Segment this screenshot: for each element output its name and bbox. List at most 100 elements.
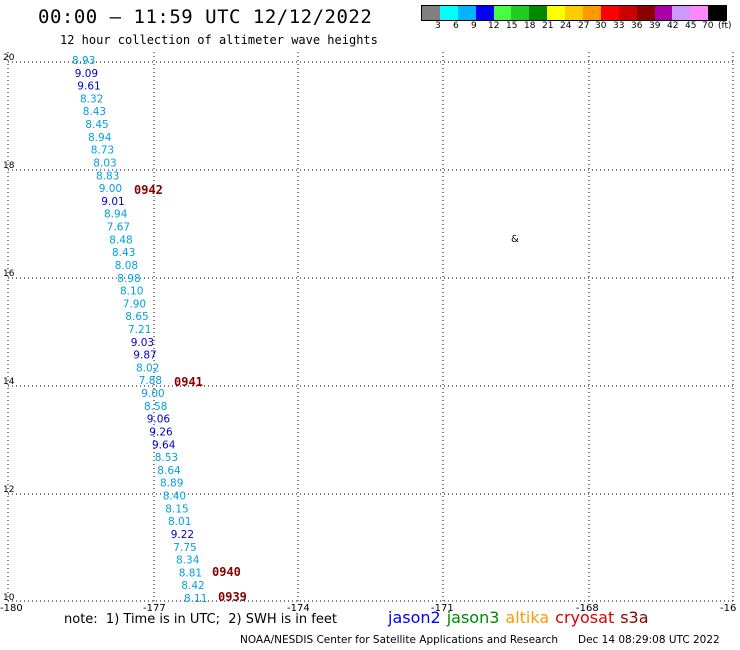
satellite-name: jason2 <box>388 608 441 627</box>
wave-height-value: 9.26 <box>149 427 173 439</box>
wave-height-value: 8.34 <box>176 555 200 567</box>
legend-swatch <box>565 6 584 20</box>
wave-height-value: 8.73 <box>91 145 114 157</box>
pass-time-label: 0942 <box>134 183 163 197</box>
legend-label: 12 <box>488 21 500 31</box>
y-tick-label: 12 <box>3 485 14 495</box>
wave-height-value: 8.48 <box>109 234 132 246</box>
satellite-legend: jason2 jason3 altika cryosat s3a <box>388 608 655 627</box>
wave-height-value: 8.02 <box>136 362 159 374</box>
legend-label: 39 <box>649 21 661 31</box>
legend-swatch <box>583 6 601 20</box>
legend-label: 6 <box>453 21 459 31</box>
wave-height-value: 8.43 <box>112 247 135 259</box>
wave-height-value: 7.88 <box>139 375 162 387</box>
legend-swatch <box>493 6 512 20</box>
pass-time-labels: 0942 0941 0940 0939 <box>134 183 247 604</box>
wave-height-value: 8.32 <box>80 93 103 105</box>
wave-height-value: 8.81 <box>179 567 202 579</box>
wave-height-value: 8.43 <box>83 106 106 118</box>
legend-swatch <box>529 6 548 20</box>
legend-swatch <box>439 6 458 20</box>
legend-swatch <box>511 6 530 20</box>
credit-text: NOAA/NESDIS Center for Satellite Applica… <box>240 634 558 646</box>
legend-label: 30 <box>595 21 607 31</box>
legend-swatch <box>547 6 566 20</box>
wave-height-value: 8.15 <box>165 503 188 515</box>
pass-time-label: 0940 <box>212 565 241 579</box>
legend-label: (ft) <box>718 21 732 31</box>
x-tick-label: -174 <box>287 603 310 614</box>
wave-height-value: 9.64 <box>152 439 176 451</box>
wave-height-value: 8.65 <box>125 311 148 323</box>
legend-label: 21 <box>542 21 554 31</box>
wave-height-value: 7.90 <box>123 298 146 310</box>
legend-swatch <box>654 6 673 20</box>
wave-height-value: 8.53 <box>155 452 178 464</box>
wave-height-color-legend <box>421 5 728 21</box>
wave-height-value: 8.58 <box>144 401 167 413</box>
measurement-points: 8.939.099.618.328.438.458.948.738.038.83… <box>72 55 207 605</box>
wave-height-value: 9.00 <box>99 183 122 195</box>
legend-swatch <box>618 6 637 20</box>
wave-height-value: 9.87 <box>133 350 156 362</box>
wave-height-value: 8.45 <box>85 119 108 131</box>
y-tick-label: 20 <box>3 53 15 63</box>
wave-height-value: 7.21 <box>128 324 151 336</box>
legend-label: 27 <box>578 21 590 31</box>
wave-height-value: 9.09 <box>75 68 98 80</box>
satellite-name: cryosat <box>555 608 615 627</box>
y-tick-label: 16 <box>3 269 15 279</box>
footer-note: note: 1) Time is in UTC; 2) SWH is in fe… <box>64 612 337 627</box>
wave-height-value: 7.75 <box>173 542 196 554</box>
wave-height-value: 8.03 <box>93 158 116 170</box>
wave-height-value: 9.61 <box>77 81 100 93</box>
legend-label: 24 <box>560 21 572 31</box>
wave-height-value: 8.83 <box>96 170 119 182</box>
wave-height-value: 8.10 <box>120 286 143 298</box>
axis-labels: -180 -177 -174 -171 -168 -16 20 18 16 14 12 10 <box>0 53 736 614</box>
island-marker: & <box>511 234 519 245</box>
pass-time-label: 0941 <box>174 375 203 389</box>
wave-height-value: 8.94 <box>104 209 128 221</box>
legend-label: 3 <box>435 21 441 31</box>
map-grid <box>7 52 734 602</box>
wave-height-value: 8.89 <box>160 478 183 490</box>
wave-height-value: 8.11 <box>184 593 207 605</box>
legend-label: 36 <box>631 21 643 31</box>
x-tick-label: -168 <box>576 603 599 614</box>
x-tick-label: -180 <box>0 603 23 614</box>
wave-height-value: 9.22 <box>171 529 194 541</box>
legend-swatch <box>690 6 709 20</box>
legend-label: 15 <box>506 21 518 31</box>
legend-swatch <box>672 6 691 20</box>
legend-label: 9 <box>471 21 477 31</box>
y-tick-label: 10 <box>3 593 15 603</box>
wave-height-value: 8.64 <box>157 465 181 477</box>
wave-height-value: 8.93 <box>72 55 95 67</box>
legend-swatch <box>636 6 655 20</box>
y-tick-label: 18 <box>3 161 15 171</box>
wave-height-value: 8.94 <box>88 132 112 144</box>
wave-height-value: 7.67 <box>107 222 130 234</box>
legend-label: 45 <box>685 21 697 31</box>
x-tick-label: -177 <box>143 603 166 614</box>
wave-height-value: 8.08 <box>115 260 138 272</box>
y-tick-label: 14 <box>3 377 15 387</box>
legend-swatch <box>422 6 440 20</box>
satellite-name: s3a <box>620 608 649 627</box>
x-tick-label: -16 <box>720 603 736 614</box>
page-title: 00:00 – 11:59 UTC 12/12/2022 <box>38 6 373 28</box>
satellite-name: jason3 <box>446 608 500 627</box>
legend-label: 70 <box>702 21 714 31</box>
legend-label: 33 <box>613 21 625 31</box>
legend-swatch <box>475 6 494 20</box>
wave-height-value: 8.01 <box>168 516 191 528</box>
legend-label: 18 <box>524 21 536 31</box>
wave-height-value: 9.03 <box>131 337 154 349</box>
x-tick-label: -171 <box>431 603 454 614</box>
satellite-name: altika <box>505 608 550 627</box>
legend-label: 42 <box>667 21 679 31</box>
